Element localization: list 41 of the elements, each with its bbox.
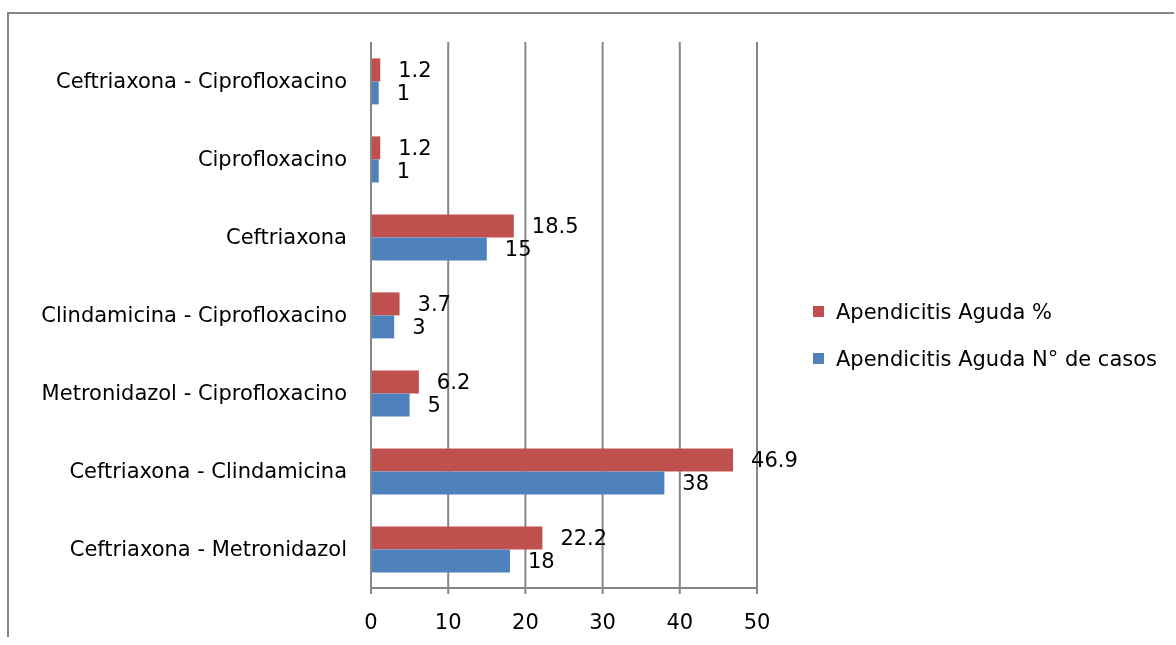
- x-tick-label: 20: [512, 609, 539, 634]
- bar: [371, 292, 400, 316]
- y-tick-label: Clindamicina - Ciprofloxacino: [41, 303, 347, 328]
- x-tick-label: 10: [434, 609, 462, 634]
- bar: [371, 393, 410, 417]
- bar: [371, 214, 514, 238]
- data-label: 1.2: [398, 136, 432, 161]
- data-label: 15: [504, 237, 532, 262]
- data-label: 18: [527, 549, 555, 574]
- bar: [371, 237, 487, 261]
- bar: [371, 549, 510, 573]
- x-tick-label: 0: [364, 609, 378, 634]
- y-tick-label: Ceftriaxona - Metronidazol: [69, 537, 347, 562]
- data-label: 1: [396, 81, 411, 106]
- data-label: 38: [682, 471, 710, 496]
- data-label: 18.5: [531, 214, 579, 239]
- legend-label: Apendicitis Aguda N° de casos: [836, 346, 1157, 371]
- data-label: 22.2: [560, 526, 608, 551]
- y-tick-label: Ceftriaxona: [226, 225, 347, 250]
- bar: [371, 159, 379, 183]
- bar: [371, 315, 395, 339]
- bar: [371, 471, 665, 495]
- data-label: 1.2: [398, 58, 432, 83]
- data-label: 3.7: [417, 292, 451, 317]
- data-label: 5: [427, 393, 441, 418]
- data-label: 6.2: [436, 370, 471, 395]
- bar: [371, 81, 379, 105]
- x-tick-label: 30: [589, 609, 616, 634]
- data-label: 46.9: [751, 448, 798, 473]
- data-label: 3: [412, 315, 426, 340]
- data-label: 1: [396, 159, 411, 184]
- y-tick-label: Ciprofloxacino: [197, 147, 347, 172]
- bar: [371, 526, 543, 550]
- y-tick-label: Metronidazol - Ciprofloxacino: [41, 381, 347, 406]
- x-tick-label: 50: [743, 609, 771, 634]
- legend-label: Apendicitis Aguda %: [836, 299, 1052, 324]
- x-tick-label: 40: [666, 609, 694, 634]
- bar: [371, 370, 419, 394]
- y-tick-label: Ceftriaxona - Clindamicina: [69, 459, 347, 484]
- bar: [371, 448, 734, 472]
- y-tick-label: Ceftriaxona - Ciprofloxacino: [55, 69, 347, 94]
